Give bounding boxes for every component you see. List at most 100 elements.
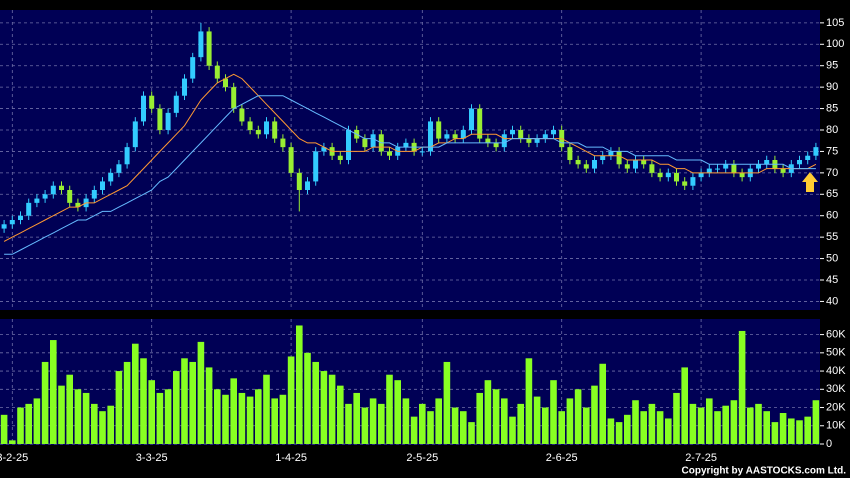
- volume-bar: [230, 378, 237, 444]
- arrow-icon: [802, 172, 818, 192]
- candle-body: [108, 172, 114, 182]
- volume-bar: [214, 389, 221, 444]
- candle-body: [485, 138, 491, 143]
- volume-bar: [714, 411, 721, 444]
- candle-body: [608, 151, 614, 156]
- volume-bar: [517, 403, 524, 444]
- candle-body: [280, 138, 286, 148]
- volume-bar: [25, 403, 32, 444]
- candle-body: [641, 160, 647, 165]
- candle-body: [182, 78, 187, 96]
- candle-body: [452, 134, 458, 139]
- y-tick-label: 90: [826, 81, 838, 93]
- y-tick-label: 85: [826, 102, 838, 114]
- volume-bar: [115, 371, 123, 444]
- moving-average-line: [4, 95, 816, 255]
- candle-body: [165, 112, 171, 130]
- volume-bar: [419, 403, 426, 444]
- volume-bar: [287, 356, 295, 444]
- volume-bar: [689, 403, 697, 444]
- volume-bar: [41, 361, 49, 444]
- candle-body: [132, 121, 138, 148]
- candle-body: [731, 164, 737, 173]
- candle-body: [723, 164, 729, 169]
- volume-bar: [501, 398, 508, 444]
- candle-body: [100, 181, 105, 190]
- volume-bar: [779, 413, 787, 444]
- candle-body: [26, 202, 32, 216]
- candle-body: [436, 121, 442, 139]
- candle-body: [624, 164, 630, 169]
- y-tick-label: 50K: [826, 347, 846, 359]
- candle-body: [149, 95, 155, 109]
- candle-body: [518, 130, 524, 139]
- candle-body: [583, 164, 589, 169]
- volume-bar: [615, 422, 623, 444]
- volume-bar: [640, 411, 647, 444]
- candle-body: [501, 134, 507, 148]
- volume-bar: [17, 407, 24, 444]
- volume-bar: [427, 411, 434, 444]
- volume-bar: [574, 389, 582, 444]
- candle-body: [173, 95, 179, 113]
- volume-bar: [156, 392, 164, 444]
- candle-body: [690, 177, 696, 186]
- candle-body: [337, 155, 343, 160]
- candle-body: [313, 151, 319, 182]
- copyright: Copyright by AASTOCKS.com Ltd.: [682, 466, 847, 477]
- candle-body: [59, 185, 64, 190]
- volume-bar: [550, 380, 557, 444]
- candle-body: [305, 181, 310, 190]
- candle-body: [460, 130, 466, 139]
- candle-body: [493, 142, 499, 148]
- candle-body: [764, 160, 770, 165]
- volume-bar: [91, 403, 98, 444]
- volume-bar: [132, 343, 139, 444]
- candle-body: [674, 172, 679, 182]
- volume-bar: [205, 367, 213, 444]
- volume-bar: [0, 414, 8, 444]
- x-tick-label: 2-7-25: [685, 452, 717, 464]
- volume-bar: [484, 380, 492, 444]
- volume-bar: [378, 403, 385, 444]
- candle-body: [551, 130, 556, 135]
- x-tick-label: 2-5-25: [406, 452, 438, 464]
- candle-body: [214, 65, 220, 79]
- candle-body: [444, 134, 450, 139]
- volume-bar: [312, 361, 319, 444]
- volume-bar: [271, 398, 278, 444]
- volume-bar: [722, 405, 729, 444]
- volume-bar: [238, 392, 246, 444]
- volume-bar: [468, 422, 475, 444]
- candle-body: [649, 164, 655, 173]
- volume-bar: [697, 407, 705, 444]
- volume-bar: [812, 400, 820, 444]
- volume-bar: [771, 422, 779, 444]
- candle-body: [247, 121, 253, 130]
- candle-body: [428, 121, 433, 152]
- volume-bar: [435, 398, 442, 444]
- candle-body: [715, 168, 720, 170]
- candle-body: [255, 130, 261, 135]
- volume-bar: [328, 374, 336, 444]
- candle-body: [419, 151, 425, 153]
- candle-body: [190, 57, 196, 79]
- volume-bar: [189, 361, 196, 444]
- volume-bar: [542, 407, 549, 444]
- candle-body: [124, 147, 130, 165]
- volume-bar: [730, 400, 738, 444]
- candle-body: [600, 155, 606, 160]
- candle-body: [510, 130, 515, 135]
- volume-bar: [181, 358, 188, 444]
- candle-body: [50, 185, 56, 195]
- candle-body: [296, 172, 302, 190]
- volume-bar: [492, 389, 500, 444]
- volume-bar: [648, 403, 656, 444]
- volume-bar: [804, 416, 811, 444]
- y-tick-label: 0: [826, 438, 832, 450]
- candle-body: [534, 138, 540, 143]
- candle-body: [272, 121, 278, 139]
- x-tick-label: 2-6-25: [546, 452, 578, 464]
- volume-bar: [148, 380, 155, 444]
